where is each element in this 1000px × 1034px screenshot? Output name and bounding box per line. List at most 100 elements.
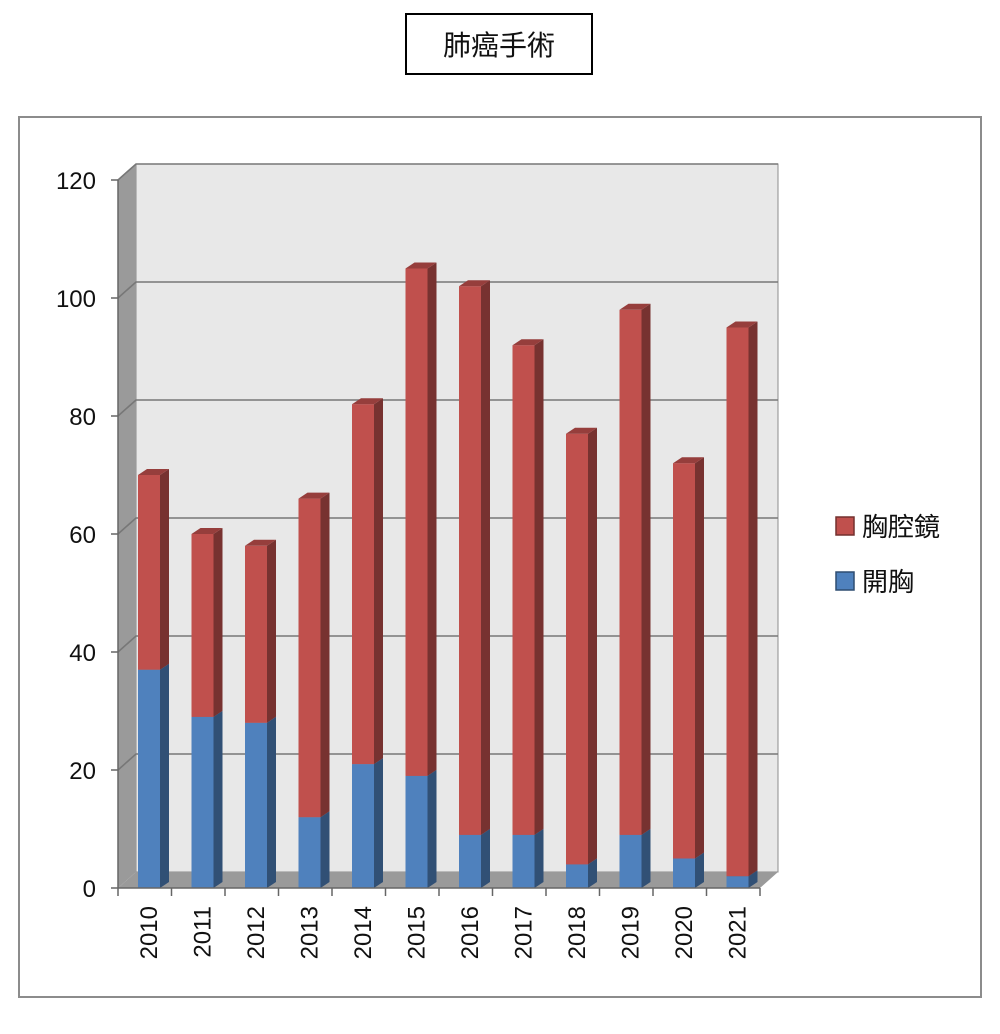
y-tick-label: 120: [56, 168, 96, 195]
bar-front: [352, 764, 374, 888]
bar-front: [566, 864, 588, 888]
bar-segment: [566, 427, 597, 865]
bar-segment: [512, 828, 544, 888]
y-axis: 0 20 40 60 80 100 120: [56, 168, 119, 903]
y-tick-label: 40: [69, 640, 96, 667]
bar-front: [352, 404, 374, 765]
x-tick-label: 2021: [725, 906, 752, 959]
bar-side: [320, 492, 330, 818]
bar-top: [298, 492, 330, 499]
x-tick-label: 2016: [457, 906, 484, 959]
x-axis: 2010 2011 2012 2013 2014 2015 2016 2017 2018 2019…: [117, 887, 761, 959]
bar-top: [191, 528, 223, 534]
bar-segment: [512, 339, 544, 835]
bar-front: [138, 669, 160, 888]
bar-side: [641, 828, 651, 888]
bar-side: [374, 758, 383, 888]
bar-segment: [405, 262, 437, 776]
bar-front: [726, 327, 749, 877]
bar-top: [726, 321, 758, 328]
bar-front: [405, 775, 428, 888]
bar-top: [512, 339, 544, 346]
bar-segment: [619, 303, 651, 835]
legend-label: 開胸: [862, 568, 914, 598]
bar-segment: [298, 492, 330, 818]
y-tick-label: 80: [69, 404, 96, 431]
x-tick-label: 2015: [404, 906, 431, 959]
x-tick-label: 2017: [511, 906, 538, 959]
bar-top: [138, 469, 169, 475]
bar-side: [160, 663, 169, 888]
bar-segment: [405, 769, 437, 888]
bar-side: [267, 716, 276, 888]
bar-segment: [352, 758, 383, 888]
bar-front: [619, 309, 642, 835]
gridline: [117, 281, 778, 299]
bar-front: [459, 834, 481, 888]
gridline: [117, 163, 778, 181]
gridlines: [117, 163, 778, 771]
bar-segment: [245, 716, 276, 888]
chart-title: 肺癌手術: [405, 13, 593, 75]
bar-front: [673, 463, 695, 859]
bar-front: [191, 534, 214, 717]
bar-front: [512, 345, 535, 835]
bar-side: [534, 828, 544, 888]
bar-segment: [298, 811, 330, 888]
bar-segment: [191, 528, 223, 717]
bar-top: [673, 457, 704, 464]
legend-swatch: [835, 571, 855, 591]
bar-front: [459, 286, 481, 835]
legend-swatch: [835, 516, 855, 536]
bar-front: [673, 858, 695, 888]
x-tick-label: 2020: [671, 906, 698, 959]
bar-top: [245, 539, 276, 546]
bar-front: [191, 716, 214, 888]
bar-side: [267, 539, 276, 723]
bars: [138, 262, 758, 888]
gridline: [117, 399, 778, 417]
bar-side: [427, 769, 437, 888]
x-tick-label: 2019: [618, 906, 645, 959]
bar-segment: [245, 539, 276, 723]
bar-front: [405, 268, 428, 776]
bar-segment: [191, 710, 223, 888]
x-tick-label: 2012: [243, 906, 270, 959]
x-tick-label: 2013: [297, 906, 324, 959]
x-tick-label: 2018: [564, 906, 591, 959]
bar-segment: [138, 469, 169, 670]
bar-side: [641, 303, 651, 835]
bar-segment: [459, 828, 490, 888]
bar-segment: [459, 280, 490, 835]
bar-front: [138, 475, 160, 670]
bar-top: [566, 427, 597, 434]
bar-side: [588, 858, 597, 888]
bar-segment: [352, 398, 383, 765]
bar-front: [619, 834, 642, 888]
bar-side: [213, 528, 223, 717]
bar-top: [619, 303, 651, 310]
bar-segment: [673, 457, 704, 859]
bar-top: [459, 280, 490, 287]
bar-front: [245, 545, 267, 723]
bar-front: [298, 498, 321, 818]
gridline: [117, 753, 778, 771]
bar-side: [160, 469, 169, 670]
bar-side: [481, 280, 490, 835]
bar-front: [566, 433, 588, 865]
bar-segment: [138, 663, 169, 888]
bar-front: [726, 876, 749, 888]
bar-side: [748, 321, 758, 877]
gridline: [117, 517, 778, 535]
bar-top: [352, 398, 383, 405]
bar-side: [213, 710, 223, 888]
bar-front: [298, 817, 321, 888]
bar-side: [748, 870, 758, 888]
y-tick-label: 100: [56, 286, 96, 313]
x-tick-label: 2011: [190, 906, 217, 958]
bar-front: [245, 722, 267, 888]
bar-side: [695, 457, 704, 859]
x-tick-label: 2014: [350, 906, 377, 959]
